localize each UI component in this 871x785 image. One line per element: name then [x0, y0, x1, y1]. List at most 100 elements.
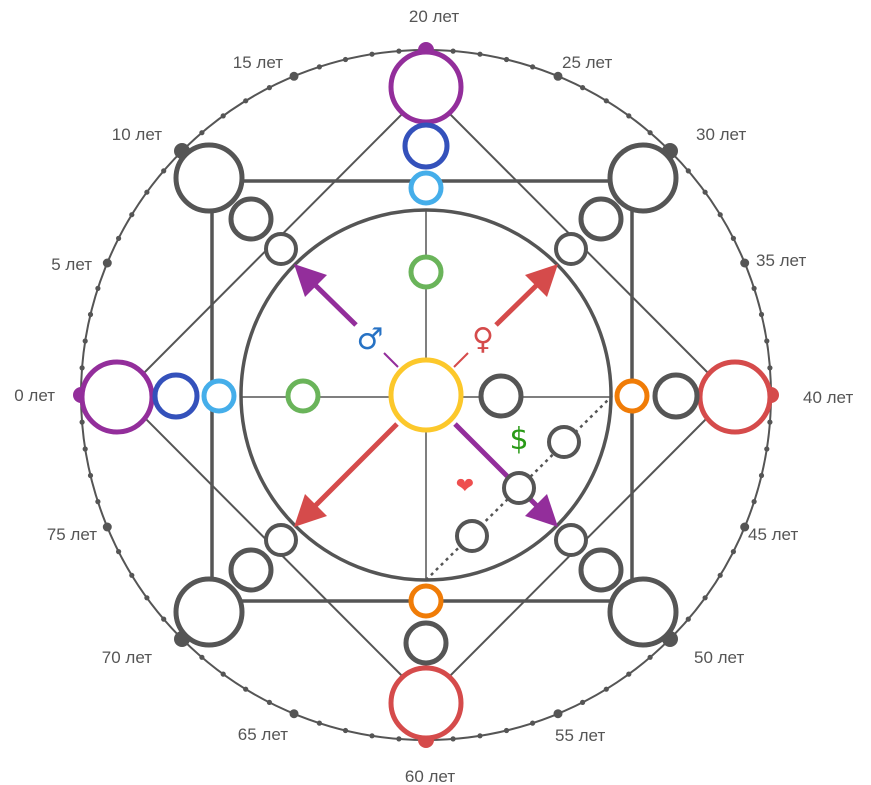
ring-dot-small [530, 64, 536, 70]
ring-dot-small [767, 365, 773, 371]
matrix-nodes [79, 49, 773, 741]
ring-dot-small [316, 64, 322, 70]
female-symbol-icon: ♀ [472, 322, 494, 357]
age-label: 70 лет [102, 648, 152, 667]
age-label: 45 лет [748, 525, 798, 544]
node-tr-second [578, 196, 624, 242]
ring-dot-small [477, 51, 483, 57]
female-arrow-tail [453, 352, 469, 368]
node-left-third [201, 378, 237, 414]
ring-dot-small [79, 419, 85, 425]
age-label: 60 лет [405, 767, 455, 785]
ring-dot-5yr [553, 71, 563, 81]
ring-dot-small [243, 98, 249, 104]
ring-dot-5yr [289, 709, 299, 719]
ring-dot-small [87, 311, 94, 318]
node-left-outer [79, 359, 155, 435]
arrows [294, 264, 558, 527]
node-br-third [554, 523, 588, 557]
ring-dot-5yr [102, 258, 112, 268]
ring-dot-small [647, 130, 653, 136]
age-label: 40 лет [803, 388, 853, 407]
ring-dot-small [450, 736, 456, 742]
age-label: 55 лет [555, 726, 605, 745]
ring-dot-small [626, 671, 632, 677]
ring-dot-small [751, 285, 757, 291]
ring-dot-small [129, 572, 135, 578]
ring-dot-small [199, 130, 205, 136]
ring-dot-small [95, 285, 101, 291]
age-labels: 0 лет 5 лет 10 лет 15 лет 20 лет 25 лет … [14, 7, 853, 785]
node-top-third [408, 170, 444, 206]
ring-dot-small [626, 113, 632, 119]
node-bottom-second [403, 620, 449, 666]
age-label: 35 лет [756, 251, 806, 270]
ring-dot-small [717, 572, 723, 578]
node-tl-second [228, 196, 274, 242]
ring-dot-small [266, 85, 272, 91]
money-line [425, 395, 613, 581]
ring-dot-small [87, 472, 94, 479]
ring-dot-small [685, 616, 691, 622]
ring-dot-small [758, 311, 765, 318]
ring-dot-small [764, 338, 770, 344]
ring-dot-small [685, 168, 691, 174]
age-label: 30 лет [696, 125, 746, 144]
purple-arrow-head [525, 494, 558, 527]
female-arrow-line [494, 277, 545, 327]
ring-dot-small [758, 472, 765, 479]
ring-dot-small [603, 686, 609, 692]
node-br-outer [607, 576, 679, 648]
ring-dot-small [717, 212, 723, 218]
node-bl-second [228, 547, 274, 593]
ring-dot-small [95, 499, 101, 505]
ring-dot-5yr [740, 522, 750, 532]
ring-dot-small [243, 686, 249, 692]
ring-dot-small [702, 595, 708, 601]
ring-dot-small [220, 671, 226, 677]
age-label: 25 лет [562, 53, 612, 72]
ring-dot-small [702, 189, 708, 195]
ring-dot-small [116, 549, 122, 555]
ring-dot-small [730, 549, 737, 555]
ring-dot-small [79, 365, 85, 371]
male-arrow-head [294, 264, 327, 297]
ring-dot-5yr [102, 522, 112, 532]
age-label: 0 лет [14, 386, 55, 405]
male-arrow-tail [383, 352, 399, 368]
ring-dot-small [603, 98, 609, 104]
ring-dot-small [316, 720, 322, 726]
ring-dot-small [82, 446, 88, 452]
ring-dot-small [647, 654, 653, 660]
node-money-upper [547, 425, 581, 459]
ring-dot-5yr [289, 71, 299, 81]
node-top-second [402, 122, 450, 170]
node-left-inner [285, 378, 321, 414]
age-label: 50 лет [694, 648, 744, 667]
money-symbol-icon: $ [509, 422, 528, 457]
age-label: 65 лет [238, 725, 288, 744]
ring-dot-small [396, 736, 402, 742]
node-money-middle [502, 471, 536, 505]
age-label: 15 лет [233, 53, 283, 72]
male-symbol-icon: ♂ [357, 322, 384, 357]
ring-dot-small [342, 727, 349, 734]
node-bottom-third [408, 583, 444, 619]
ring-dot-small [199, 654, 205, 660]
ring-dot-small [503, 727, 510, 734]
ring-dot-small [396, 48, 402, 54]
node-left-second [152, 372, 200, 420]
node-br-second [578, 547, 624, 593]
ring-dot-small [161, 168, 167, 174]
age-label: 10 лет [112, 125, 162, 144]
ring-dot-small [580, 85, 586, 91]
age-label: 75 лет [47, 525, 97, 544]
ring-dot-small [82, 338, 88, 344]
node-right-outer [697, 359, 773, 435]
node-center [388, 357, 464, 433]
ring-dot-small [580, 699, 586, 706]
ring-dot-small [144, 595, 150, 601]
ring-dot-small [129, 212, 135, 218]
node-bl-outer [173, 576, 245, 648]
